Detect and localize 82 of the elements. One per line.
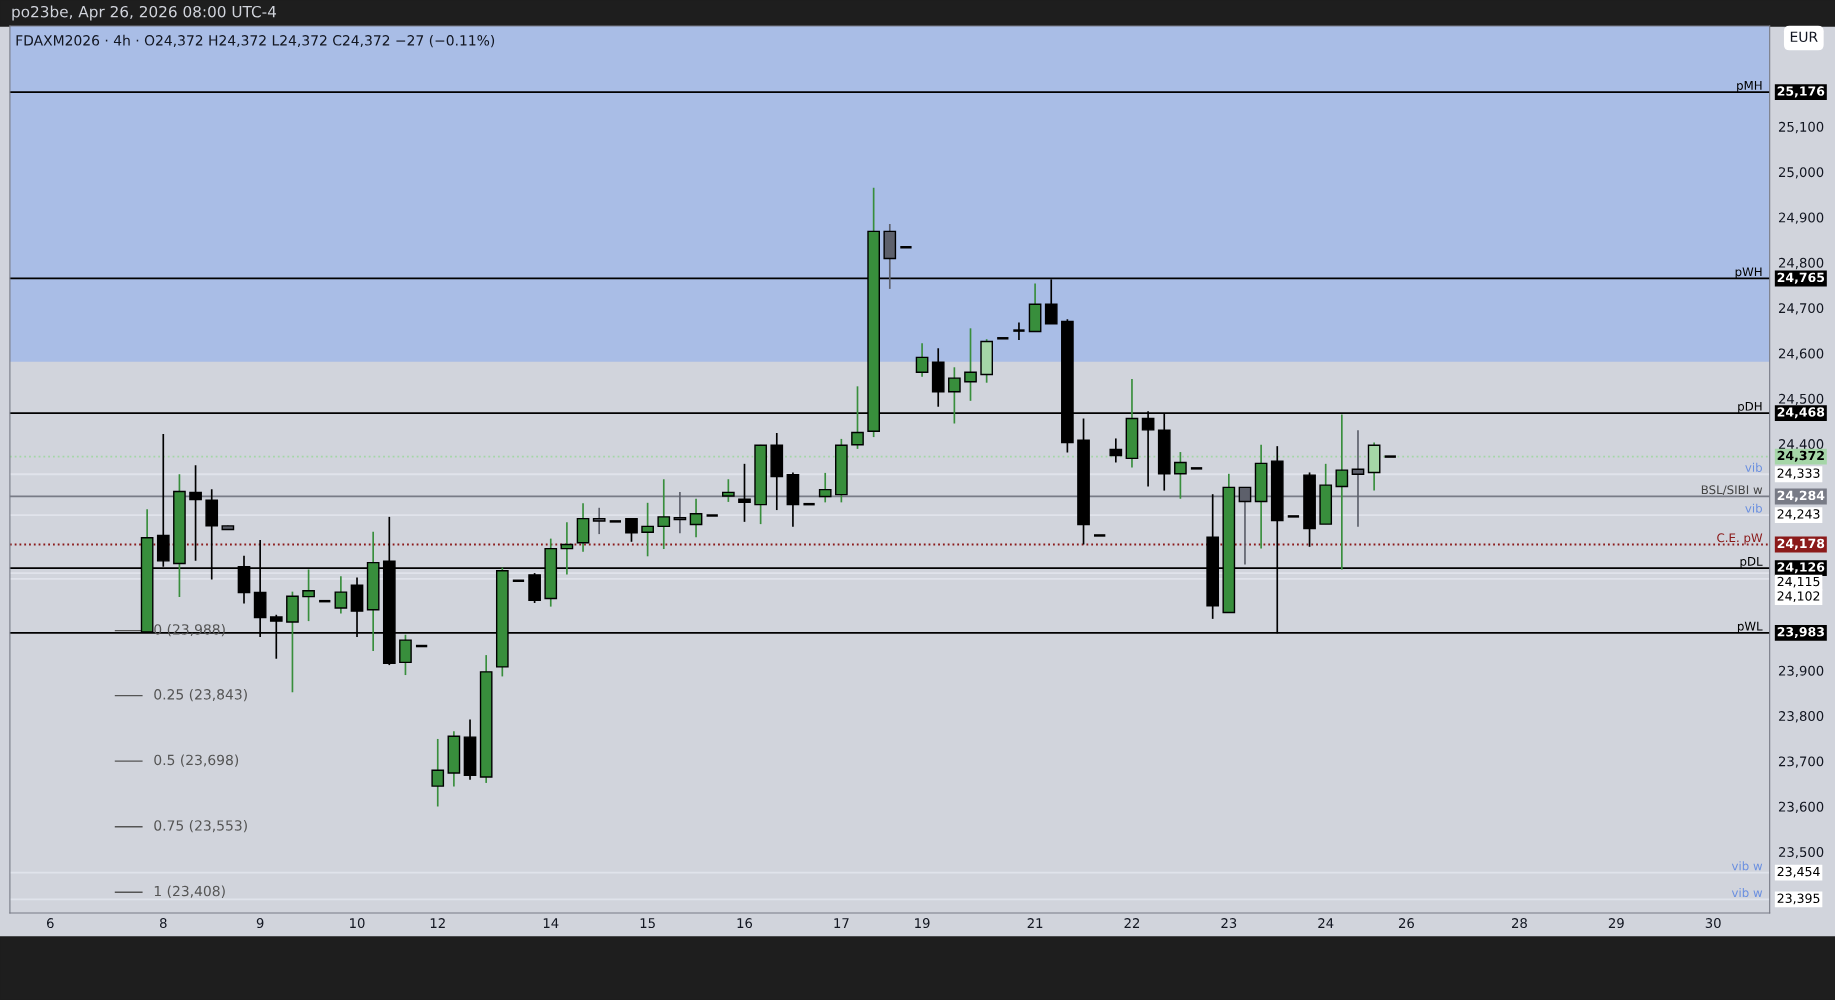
text: 23,454: [1777, 866, 1820, 878]
text: 24,115: [1777, 576, 1820, 588]
y-tick-label: 23,900: [1778, 665, 1824, 678]
text: 25,176: [1777, 86, 1825, 98]
text: 24,333: [1777, 468, 1820, 480]
candlestick: [1174, 451, 1187, 500]
x-tick-label: 29: [1608, 918, 1624, 929]
x-tick-label: 10: [350, 918, 365, 929]
candlestick: [1012, 321, 1026, 341]
y-tick-label: 25,000: [1778, 167, 1824, 179]
x-tick-label: 8: [159, 918, 167, 929]
x-tick-label: 17: [834, 918, 849, 928]
x-tick-label: 28: [1512, 918, 1527, 929]
text: 24,102: [1777, 591, 1820, 602]
y-tick-label: 24,600: [1778, 348, 1824, 360]
ref-line-label: vib w: [1731, 861, 1763, 871]
candlestick: [721, 478, 735, 503]
candlestick: [334, 575, 348, 615]
candlestick: [1238, 486, 1252, 566]
ref-line-label: pMH: [1737, 81, 1762, 93]
candlestick: [189, 464, 202, 562]
y-tick-label: 25,100: [1778, 121, 1824, 134]
candlestick: [625, 517, 638, 543]
text: 23,395: [1777, 893, 1820, 905]
candlestick: [673, 491, 687, 535]
y-tick-label: 24,500: [1778, 393, 1824, 406]
y-tick-label: 24,800: [1778, 257, 1824, 270]
x-tick-label: 12: [430, 918, 445, 928]
candlestick: [689, 497, 703, 539]
x-tick-label: 9: [256, 918, 264, 929]
candlestick: [1351, 429, 1365, 528]
x-tick-label: 16: [737, 918, 753, 929]
annotation: 0.25 (23,843): [154, 688, 247, 702]
ref-line-label: vib: [1745, 503, 1762, 513]
annotation: 0.5 (23,698): [154, 754, 239, 767]
ref-line-label: pWH: [1735, 267, 1762, 279]
candlestick: [964, 327, 977, 402]
candlestick: [1109, 437, 1123, 464]
ref-line-label: pWL: [1737, 621, 1763, 633]
candlestick: [431, 738, 445, 808]
annotation: 0.75 (23,553): [154, 819, 247, 833]
x-tick-label: 23: [1221, 918, 1237, 929]
x-tick-label: 6: [46, 918, 54, 929]
x-tick-label: 14: [543, 918, 559, 928]
candlestick: [818, 472, 832, 504]
text: 24,243: [1777, 509, 1820, 520]
ref-line-label: BSL/SIBI w: [1701, 485, 1763, 496]
ref-line-label: vib w: [1731, 887, 1763, 898]
text: 24,284: [1777, 490, 1825, 502]
x-tick-label: 30: [1705, 918, 1721, 929]
text: 24,765: [1777, 272, 1825, 284]
text: FDAXM2026 · 4h · O24,372 H24,372 L24,372 C24,372 −27 (−0.11%): [16, 34, 495, 48]
candlestick: [915, 342, 929, 378]
y-tick-label: 24,400: [1778, 439, 1824, 451]
y-tick-label: 23,600: [1778, 801, 1824, 814]
y-tick-label: 23,500: [1778, 847, 1824, 859]
text: 24,372: [1777, 450, 1824, 462]
x-tick-label: 19: [915, 918, 930, 929]
ref-line-label: pDH: [1738, 402, 1762, 414]
x-tick-label: 26: [1398, 918, 1414, 929]
ref-line-label: pDL: [1740, 557, 1763, 569]
y-tick-label: 24,900: [1778, 212, 1824, 224]
x-tick-label: 21: [1027, 918, 1043, 928]
y-tick-label: 23,800: [1778, 711, 1824, 723]
candlestick: [641, 501, 654, 558]
candlestick: [738, 462, 751, 523]
text: po23be, Apr 26, 2026 08:00 UTC-4: [12, 5, 277, 21]
text: 24,178: [1777, 538, 1825, 550]
annotation: 1 (23,408): [154, 885, 225, 898]
x-tick-label: 24: [1318, 918, 1334, 928]
candlestick: [657, 478, 671, 550]
ref-line-label: C.E. pW: [1717, 533, 1763, 545]
x-tick-label: 15: [640, 918, 655, 929]
text: 24,126: [1777, 562, 1825, 574]
y-tick-label: 24,700: [1778, 303, 1824, 315]
y-tick-label: 23,700: [1778, 756, 1824, 768]
text: EUR: [1790, 31, 1818, 43]
text: 24,468: [1777, 407, 1825, 419]
ref-line-label: vib: [1745, 462, 1762, 472]
x-tick-label: 22: [1124, 918, 1140, 928]
text: 23,983: [1777, 627, 1824, 639]
candlestick: [592, 506, 606, 535]
